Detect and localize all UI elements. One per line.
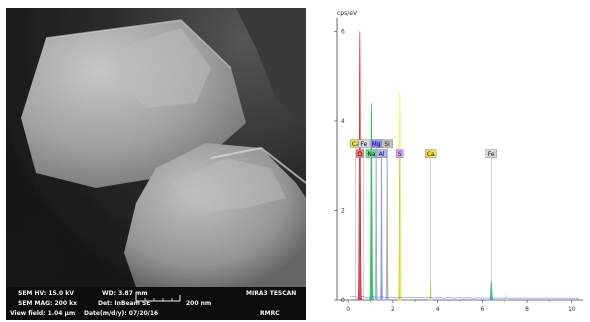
annotation-label-fe-9: Fe (488, 151, 495, 158)
spectrum-peaks (350, 31, 579, 301)
sem-info-bar: SEM HV: 15.0 kV WD: 3.87 mm MIRA3 TESCAN… (6, 287, 306, 320)
sem-scale-label: 200 nm (186, 300, 212, 307)
annotation-box-si-4 (381, 139, 393, 148)
annotation-label-na-5: Na (367, 151, 375, 158)
annotation-label-o-2: O (357, 151, 362, 158)
y-tick-label-4: 4 (341, 118, 345, 125)
x-tick-label-6: 6 (480, 306, 484, 313)
annotation-box-ca-8 (424, 149, 437, 158)
x-tick-label-10: 10 (568, 306, 576, 313)
x-tick-label-0: 0 (346, 306, 350, 313)
x-tick-label-2: 2 (391, 306, 395, 313)
annotation-label-fe-1: Fe (360, 141, 367, 148)
sem-hv: SEM HV: 15.0 kV (18, 290, 74, 297)
y-axis-label: cps/eV (337, 10, 358, 17)
annotation-box-o-2 (356, 149, 364, 158)
annotation-box-fe-9 (485, 149, 498, 158)
sem-detector: Det: InBeam SE (98, 300, 151, 307)
y-tick-label-2: 2 (341, 207, 345, 214)
annotation-box-al-6 (375, 149, 388, 158)
annotation-box-s-7 (396, 149, 404, 158)
sem-scale-bar (135, 295, 181, 302)
sem-view-field: View field: 1.04 µm (10, 310, 76, 317)
sem-micrograph-image (6, 8, 306, 320)
axis-ticks: 0 2 4 6 8 10 0 2 4 6 (334, 28, 576, 313)
annotation-label-al-6: Al (379, 151, 385, 158)
sem-micrograph-panel: SEM HV: 15.0 kV WD: 3.87 mm MIRA3 TESCAN… (6, 8, 306, 320)
x-tick-label-4: 4 (436, 306, 440, 313)
x-tick-label-8: 8 (525, 306, 529, 313)
sem-date: Date(m/d/y): 07/20/16 (84, 310, 159, 317)
y-tick-label-6: 6 (341, 28, 345, 35)
annotation-label-ca-8: Ca (427, 151, 435, 158)
sem-instrument: MIRA3 TESCAN (246, 290, 297, 297)
annotation-label-mg-3: Mg (372, 141, 381, 148)
sem-mag: SEM MAG: 200 kx (18, 300, 77, 307)
annotation-label-ca-0: Ca (352, 141, 360, 148)
annotation-label-s-7: S (398, 151, 402, 158)
eds-spectrum-panel: cps/eV Ca Fe O Mg Si Na Al S Ca Fe 0 2 4 6 8 10 0 2 4 6 (325, 4, 587, 320)
annotation-box-fe-1 (358, 139, 370, 148)
sem-lab: RMRC (260, 310, 280, 317)
annotation-label-si-4: Si (384, 141, 390, 148)
baseline-background (350, 295, 579, 299)
y-tick-label-0: 0 (341, 297, 345, 304)
sem-wd: WD: 3.87 mm (102, 290, 148, 297)
peak-fe-8 (504, 293, 508, 301)
